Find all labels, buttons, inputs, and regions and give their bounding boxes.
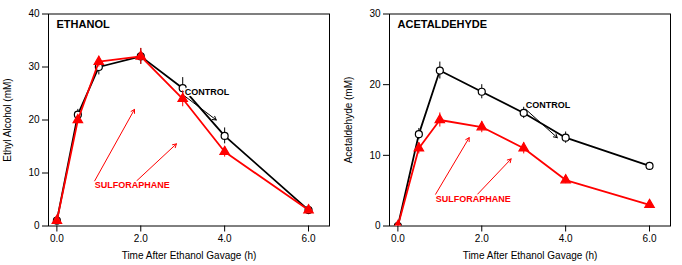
- svg-text:SULFORAPHANE: SULFORAPHANE: [436, 194, 511, 204]
- svg-text:6.0: 6.0: [643, 233, 657, 244]
- svg-text:10: 10: [369, 150, 381, 161]
- svg-text:40: 40: [28, 8, 40, 19]
- svg-text:30: 30: [369, 8, 381, 19]
- svg-text:4.0: 4.0: [218, 233, 232, 244]
- svg-text:Ethyl Alcohol (mM): Ethyl Alcohol (mM): [2, 78, 13, 161]
- svg-text:Time After Ethanol Gavage (h): Time After Ethanol Gavage (h): [463, 250, 598, 261]
- svg-text:20: 20: [28, 114, 40, 125]
- svg-text:CONTROL: CONTROL: [526, 100, 571, 110]
- svg-text:ETHANOL: ETHANOL: [57, 18, 110, 30]
- svg-text:2.0: 2.0: [134, 233, 148, 244]
- svg-text:ACETALDEHYDE: ACETALDEHYDE: [398, 18, 488, 30]
- svg-text:0.0: 0.0: [50, 233, 64, 244]
- svg-text:0.0: 0.0: [391, 233, 405, 244]
- svg-text:6.0: 6.0: [302, 233, 316, 244]
- svg-text:0: 0: [34, 220, 40, 231]
- svg-text:SULFORAPHANE: SULFORAPHANE: [95, 180, 170, 190]
- svg-text:20: 20: [369, 79, 381, 90]
- svg-text:0: 0: [375, 220, 381, 231]
- svg-text:Acetaldehyde (mM): Acetaldehyde (mM): [343, 77, 354, 164]
- svg-text:Time After Ethanol Gavage (h): Time After Ethanol Gavage (h): [122, 250, 257, 261]
- svg-text:10: 10: [28, 167, 40, 178]
- svg-text:CONTROL: CONTROL: [185, 87, 230, 97]
- svg-text:4.0: 4.0: [559, 233, 573, 244]
- svg-text:30: 30: [28, 61, 40, 72]
- svg-text:2.0: 2.0: [475, 233, 489, 244]
